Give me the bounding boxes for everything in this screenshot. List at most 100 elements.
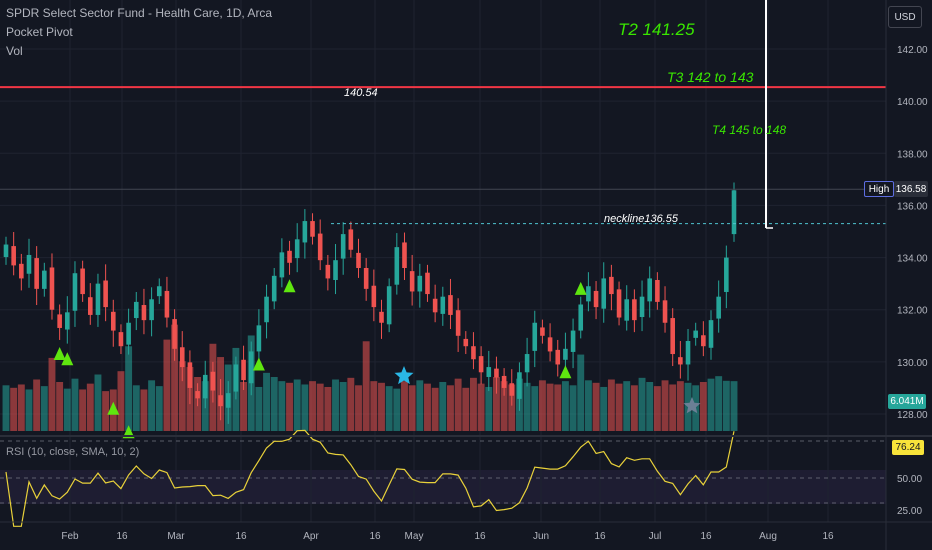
- candle-body: [402, 242, 407, 268]
- candle-body: [19, 263, 24, 279]
- volume-bar: [117, 371, 125, 431]
- candle-body: [417, 275, 423, 292]
- volume-bar: [140, 389, 148, 431]
- volume-bar: [561, 381, 569, 431]
- volume-bar: [102, 391, 110, 431]
- volume-bar: [293, 379, 301, 431]
- volume-bar: [523, 382, 531, 431]
- volume-badge: 6.041M: [888, 394, 926, 409]
- volume-bar: [71, 378, 79, 431]
- indicator-pocket-pivot[interactable]: Pocket Pivot: [6, 25, 73, 39]
- candle-body: [287, 250, 292, 263]
- candle-body: [724, 257, 729, 292]
- candle-body: [3, 244, 9, 258]
- volume-bar: [401, 381, 408, 431]
- currency-button[interactable]: USD: [888, 6, 922, 28]
- x-tick-label: 16: [474, 531, 486, 542]
- target-t4-label: T4 145 to 148: [712, 123, 787, 137]
- candle-body: [616, 289, 622, 318]
- candle-body: [256, 325, 262, 352]
- candle-body: [716, 296, 721, 319]
- volume-bar: [17, 384, 25, 431]
- rsi-pane-bg: [0, 438, 886, 522]
- volume-bar: [408, 385, 416, 431]
- candle-body: [655, 279, 660, 302]
- high-label-badge: High: [864, 181, 894, 197]
- volume-bar: [707, 378, 715, 431]
- candle-body: [225, 393, 231, 408]
- high-value-badge: 136.58: [894, 181, 928, 197]
- volume-bar: [393, 388, 401, 431]
- rsi-line: [5, 429, 735, 527]
- volume-bar: [454, 378, 462, 431]
- x-tick-label: 16: [235, 531, 247, 542]
- volume-bar: [424, 383, 431, 431]
- candle-body: [532, 322, 538, 351]
- volume-bar: [623, 381, 631, 431]
- candle-body: [501, 375, 507, 388]
- candle-body: [555, 349, 561, 365]
- volume-bar: [592, 382, 600, 431]
- candle-body: [195, 391, 200, 399]
- candle-body: [95, 283, 101, 315]
- candle-body: [448, 295, 453, 315]
- volume-bar: [646, 381, 654, 431]
- candle-body: [325, 264, 331, 279]
- candle-body: [678, 357, 683, 365]
- volume-bar: [362, 341, 370, 431]
- indicator-vol[interactable]: Vol: [6, 44, 23, 58]
- volume-bar: [554, 384, 562, 431]
- volume-bar: [171, 324, 179, 431]
- volume-bar: [10, 387, 18, 431]
- candle-body: [65, 312, 70, 330]
- candle-body: [432, 298, 438, 313]
- candle-body: [563, 348, 568, 360]
- volume-bar: [240, 381, 248, 431]
- candle-body: [455, 310, 461, 336]
- neckline-label: neckline136.55: [604, 213, 679, 225]
- candle-body: [110, 311, 116, 331]
- volume-bar: [508, 384, 516, 431]
- volume-bar: [301, 384, 309, 431]
- candle-body: [371, 285, 377, 308]
- volume-bar: [584, 380, 592, 431]
- volume-bar: [492, 377, 500, 431]
- volume-bar: [63, 388, 71, 431]
- y-tick-label: 138.00: [897, 149, 928, 160]
- volume-bar: [48, 357, 56, 431]
- candle-body: [241, 359, 246, 381]
- rsi-value-badge: 76.24: [892, 440, 924, 455]
- y-tick-label: 140.00: [897, 97, 928, 108]
- volume-bar: [500, 381, 508, 431]
- candle-body: [310, 221, 315, 237]
- x-tick-label: Mar: [167, 531, 185, 542]
- candle-body: [179, 347, 185, 368]
- volume-bar: [485, 386, 493, 431]
- candle-body: [26, 254, 32, 274]
- candle-body: [103, 280, 108, 308]
- candle-body: [141, 305, 147, 321]
- candle-body: [478, 356, 484, 373]
- volume-bar: [653, 386, 661, 431]
- candle-body: [425, 272, 430, 295]
- rsi-legend[interactable]: RSI (10, close, SMA, 10, 2): [6, 446, 140, 458]
- candle-body: [517, 372, 522, 399]
- candle-body: [271, 275, 277, 302]
- volume-bar: [86, 383, 94, 431]
- y-tick-label: 132.00: [897, 306, 928, 317]
- candle-body: [49, 267, 55, 310]
- candle-body: [379, 311, 384, 323]
- candle-body: [586, 286, 591, 302]
- volume-bar: [347, 377, 355, 431]
- candle-body: [187, 362, 193, 388]
- candle-body: [524, 354, 530, 373]
- volume-bar: [163, 339, 171, 431]
- candle-body: [547, 337, 553, 352]
- candle-body: [624, 299, 630, 321]
- candle-body: [348, 229, 354, 250]
- candle-body: [363, 268, 369, 289]
- candle-body: [685, 341, 691, 365]
- volume-bar: [270, 377, 278, 431]
